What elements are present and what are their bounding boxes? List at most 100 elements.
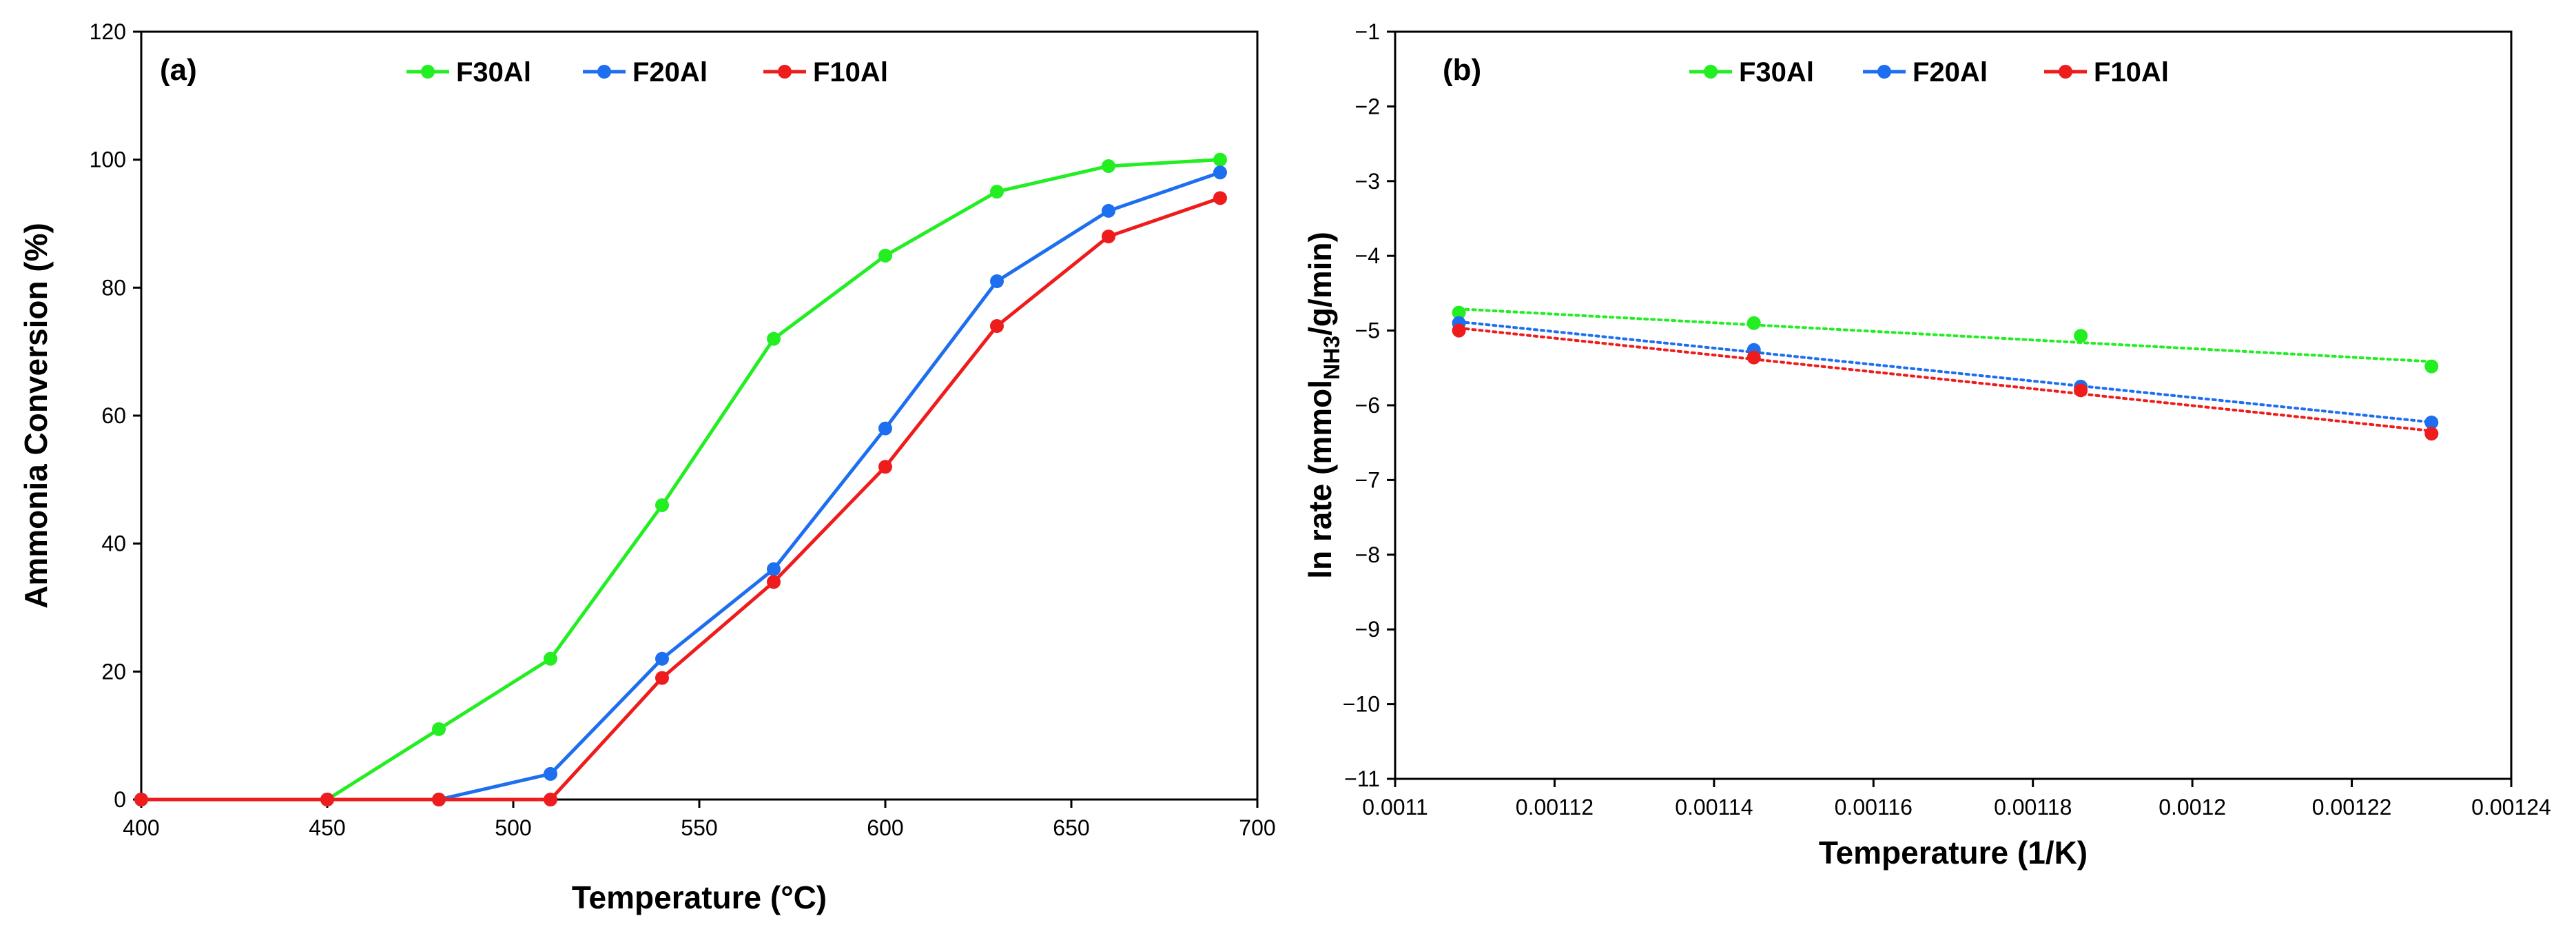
panel-a-point-f20al xyxy=(544,766,557,781)
panel-b-legend-label-f20al: F20Al xyxy=(1913,57,1988,88)
panel-b-x-tick-label: 0.0011 xyxy=(1362,795,1428,820)
panel-b-legend-label-f10al: F10Al xyxy=(2094,57,2169,88)
panel-a-point-f20al xyxy=(767,562,781,576)
panel-a-y-tick-label: 20 xyxy=(101,659,126,684)
panel-a-point-f30al xyxy=(655,498,669,512)
panel-a-point-f30al xyxy=(878,248,892,263)
panel-a-x-axis: 400 450 500 550 600 650 700 xyxy=(123,800,1276,840)
panel-b-y-axis-label-main: ln rate (mmol xyxy=(1302,380,1338,579)
panel-a-legend: F30Al F20Al F10Al xyxy=(406,57,888,88)
panel-b-x-tick-label: 0.00116 xyxy=(1835,795,1913,820)
panel-b-point-f30al xyxy=(2074,329,2088,343)
panel-b-x-tick-label: 0.00118 xyxy=(1994,795,2072,820)
panel-a-point-f30al xyxy=(544,651,557,666)
panel-b-legend: F30Al F20Al F10Al xyxy=(1689,57,2169,88)
panel-b-y-tick-label: −5 xyxy=(1355,318,1380,343)
panel-b-y-tick-label: −3 xyxy=(1355,169,1380,194)
panel-b-legend-label-f30al: F30Al xyxy=(1739,57,1814,88)
panel-b-legend-marker-f20al xyxy=(1877,65,1891,79)
panel-b-x-tick-label: 0.00112 xyxy=(1516,795,1594,820)
panel-a-line-f30al xyxy=(141,158,1221,802)
panel-a-x-tick-label: 500 xyxy=(495,815,531,840)
panel-a-y-tick-label: 120 xyxy=(90,19,126,44)
panel-a-point-f10al xyxy=(320,793,334,806)
panel-b-y-axis-label: ln rate (mmolNH3/g/min) xyxy=(1302,232,1344,579)
panel-a-point-f10al xyxy=(544,793,557,806)
panel-a-tag: (a) xyxy=(160,53,197,87)
panel-a: (a) 0 20 40 60 80 100 120 400 450 500 550 600 650 70… xyxy=(18,19,1276,915)
panel-a-point-f20al xyxy=(990,274,1004,289)
panel-a-point-f10al xyxy=(767,575,781,589)
panel-a-point-f30al xyxy=(432,722,446,736)
panel-a-point-f10al xyxy=(878,460,892,474)
panel-b-point-f10al xyxy=(2074,383,2088,398)
panel-b-point-f10al xyxy=(2424,427,2439,441)
panel-a-point-f10al xyxy=(1213,191,1227,205)
panel-a-x-tick-label: 450 xyxy=(309,815,345,840)
panel-a-point-f10al xyxy=(655,671,669,685)
panel-a-point-f20al xyxy=(1213,165,1227,180)
panel-a-point-f20al xyxy=(655,651,669,666)
panel-a-x-axis-label: Temperature (°C) xyxy=(572,879,827,915)
panel-a-y-tick-label: 80 xyxy=(101,275,126,300)
panel-a-legend-label-f10al: F10Al xyxy=(813,57,888,88)
panel-b-point-f30al xyxy=(1746,316,1761,330)
panel-b-y-axis-label-subscript: NH3 xyxy=(1319,336,1344,380)
panel-a-y-tick-label: 100 xyxy=(90,147,126,172)
panel-b-point-f30al xyxy=(2424,359,2439,374)
panel-a-point-f30al xyxy=(1213,152,1227,167)
panel-b-y-tick-label: −9 xyxy=(1355,617,1380,642)
panel-a-legend-marker-f10al xyxy=(778,65,792,79)
panel-b-y-tick-label: −10 xyxy=(1343,692,1380,717)
panel-a-legend-label-f20al: F20Al xyxy=(632,57,708,88)
panel-b-x-axis-label: Temperature (1/K) xyxy=(1819,835,2088,871)
panel-a-series xyxy=(134,152,1227,806)
panel-b-y-tick-label: −1 xyxy=(1355,19,1380,44)
panel-b-point-f20al xyxy=(2424,415,2439,429)
panel-b-point-f10al xyxy=(1452,323,1466,338)
panel-b: (b) −11−10−9−8−7−6−5−4−3−2−1 0.0011 0.001… xyxy=(1302,19,2551,871)
panel-b-plot-frame xyxy=(1394,30,2513,780)
panel-a-point-f30al xyxy=(990,185,1004,199)
panel-b-y-tick-label: −4 xyxy=(1355,243,1380,268)
panel-a-legend-label-f30al: F30Al xyxy=(456,57,531,88)
panel-b-x-tick-label: 0.00124 xyxy=(2471,795,2551,820)
panel-b-y-axis-label-tail: /g/min) xyxy=(1302,232,1338,336)
panel-a-point-f10al xyxy=(432,793,446,806)
panel-b-x-tick-label: 0.00122 xyxy=(2312,795,2392,820)
panel-b-x-tick-label: 0.0012 xyxy=(2158,795,2226,820)
panel-b-y-tick-label: −8 xyxy=(1355,542,1380,567)
panel-b-legend-marker-f30al xyxy=(1704,65,1718,79)
panel-a-legend-marker-f20al xyxy=(597,65,611,79)
panel-b-y-tick-label: −6 xyxy=(1355,393,1380,418)
panel-a-point-f10al xyxy=(1102,230,1115,244)
panel-b-x-axis: 0.0011 0.00112 0.00114 0.00116 0.00118 0.0012… xyxy=(1362,779,2551,820)
panel-a-legend-marker-f30al xyxy=(421,65,435,79)
panel-a-x-tick-label: 600 xyxy=(867,815,903,840)
panel-a-y-tick-label: 60 xyxy=(101,403,126,428)
panel-a-plot-frame xyxy=(140,30,1259,801)
panel-b-y-tick-label: −2 xyxy=(1355,94,1380,119)
panel-b-legend-marker-f10al xyxy=(2059,65,2072,79)
panel-b-y-tick-label: −11 xyxy=(1344,766,1380,791)
panel-a-y-axis-label: Ammonia Conversion (%) xyxy=(18,223,54,609)
panel-b-trendline-f20al xyxy=(1457,320,2433,424)
panel-a-point-f30al xyxy=(767,332,781,346)
panel-b-y-tick-label: −7 xyxy=(1355,467,1380,492)
panel-b-y-axis: −11 −10 −9 −8 −7 −6 −5 −4 −3 −2 −1 xyxy=(1343,19,1395,791)
panel-a-point-f10al xyxy=(990,319,1004,334)
panel-b-trendlines xyxy=(1457,307,2433,433)
panel-a-line-f20al xyxy=(141,170,1221,802)
panel-a-y-tick-label: 40 xyxy=(101,531,126,556)
panel-a-point-f30al xyxy=(1102,159,1115,173)
panel-b-series xyxy=(1452,305,2439,441)
panel-a-x-tick-label: 700 xyxy=(1239,815,1275,840)
panel-a-point-f10al xyxy=(134,793,148,806)
panel-a-point-f20al xyxy=(1102,203,1115,218)
panel-a-x-tick-label: 550 xyxy=(681,815,717,840)
panel-b-trendline-f30al xyxy=(1457,307,2433,363)
panel-a-line-f10al xyxy=(141,196,1221,802)
panel-b-x-tick-label: 0.00114 xyxy=(1675,795,1753,820)
panel-a-y-axis: 0 20 40 60 80 100 120 xyxy=(90,19,141,812)
